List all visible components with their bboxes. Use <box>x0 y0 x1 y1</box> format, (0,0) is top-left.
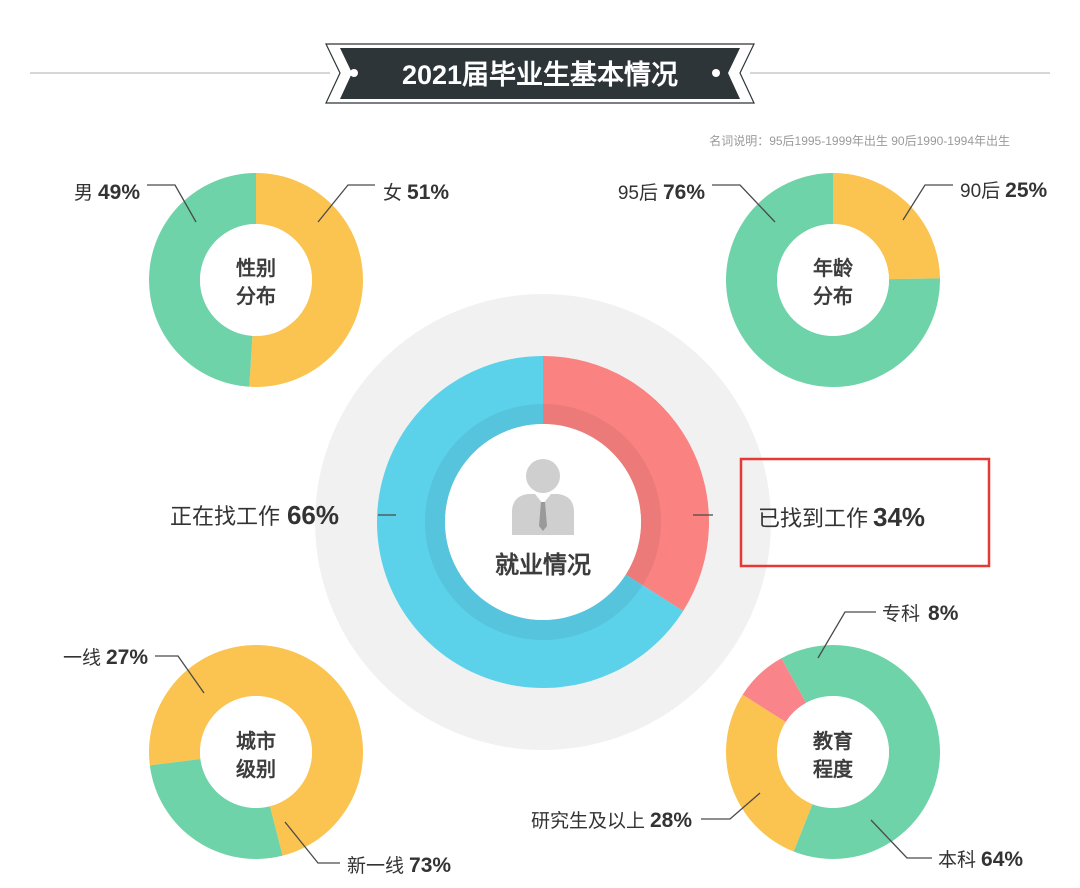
donut-city-tier <box>149 645 363 859</box>
slice-found-job <box>543 356 709 611</box>
slice-postgrad <box>725 694 813 852</box>
slice-new-tier1 <box>149 645 363 856</box>
center-labels: 性别 分布 年龄 分布 就业情况 城市 级别 教育 程度 <box>236 256 854 781</box>
slice-male <box>149 173 256 387</box>
leader-undergrad <box>870 819 932 859</box>
label-tier1: 一线 27% <box>63 646 148 669</box>
highlight-box <box>739 457 991 568</box>
inner-shade-ring <box>425 404 661 640</box>
label-junior-college: 专科 8% <box>882 602 959 625</box>
center-label-age-1: 年龄 <box>813 256 854 280</box>
leader-90 <box>902 184 953 221</box>
slice-labels: 男 49% 女 51% 95后 76% 90后 25% 正在找工作 66% 已找到工作 34… <box>63 179 1048 877</box>
donut-hole <box>200 696 312 808</box>
center-label-gender-1: 性别 <box>236 257 276 280</box>
label-undergrad: 本科 64% <box>938 848 1023 871</box>
center-label-age-2: 分布 <box>813 284 853 308</box>
label-post95: 95后 76% <box>618 181 705 204</box>
donut-education <box>725 645 940 859</box>
label-postgrad: 研究生及以上 28% <box>531 809 692 832</box>
center-label-edu-1: 教育 <box>813 729 853 753</box>
slice-junior-college <box>742 658 807 722</box>
donut-hole <box>777 224 889 336</box>
leader-grad <box>701 792 761 820</box>
leader-95 <box>712 184 776 223</box>
leader-tier1 <box>155 655 205 694</box>
label-female: 女 51% <box>383 181 449 204</box>
header-fill <box>340 48 740 99</box>
label-post90: 90后 25% <box>960 179 1047 202</box>
label-found-job: 已找到工作 34% <box>758 502 925 532</box>
center-label-gender-2: 分布 <box>236 284 276 308</box>
center-label-employment: 就业情况 <box>495 551 591 579</box>
center-label-city-2: 级别 <box>236 757 276 781</box>
donut-age <box>726 173 940 387</box>
center-label-edu-2: 程度 <box>813 757 854 781</box>
center-label-city-1: 城市 <box>236 729 276 753</box>
terminology-note: 名词说明：95后1995-1999年出生 90后1990-1994年出生 <box>709 133 1010 148</box>
leader-new-tier1 <box>284 821 340 864</box>
label-male: 男 49% <box>74 181 140 204</box>
leader-lines <box>147 184 953 864</box>
slice-seeking-job <box>377 356 684 689</box>
donut-gender <box>149 173 364 387</box>
slice-undergrad <box>781 645 940 859</box>
leader-male <box>147 184 197 223</box>
header-dot-right <box>712 69 720 77</box>
person-icon <box>512 459 574 535</box>
leader-junior-college <box>817 611 876 659</box>
header-banner: 2021届毕业生基本情况 <box>30 43 1050 104</box>
page-title: 2021届毕业生基本情况 <box>402 60 678 90</box>
donut-employment <box>377 356 709 689</box>
label-seeking-job: 正在找工作 66% <box>170 500 339 530</box>
slice-female <box>249 173 364 387</box>
slice-tier1 <box>149 759 283 859</box>
donut-hole <box>777 696 889 808</box>
slice-post90 <box>833 173 940 280</box>
slice-post95 <box>726 173 940 387</box>
donut-hole <box>200 224 312 336</box>
leader-female <box>317 184 375 223</box>
header-dot-left <box>350 69 358 77</box>
label-new-tier1: 新一线 73% <box>347 854 451 877</box>
